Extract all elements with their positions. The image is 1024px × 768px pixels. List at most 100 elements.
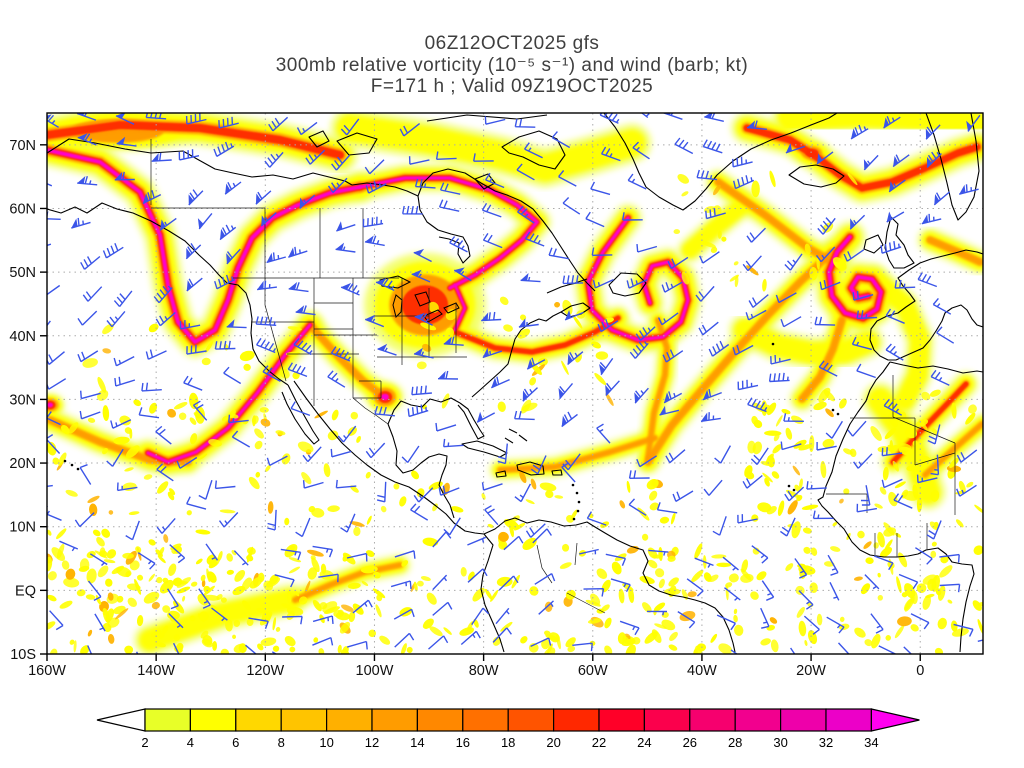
- wind-barb: [930, 454, 940, 476]
- wind-barb: [784, 253, 803, 271]
- vorticity-speckle: [632, 637, 641, 645]
- coastline: [884, 216, 915, 269]
- barb-staff: [453, 269, 472, 282]
- vorticity-speckle: [372, 588, 386, 599]
- wind-barb: [803, 615, 820, 635]
- vorticity-speckle: [272, 617, 277, 631]
- political-border: [264, 304, 287, 382]
- wind-barb: [657, 312, 679, 326]
- vorticity-speckle: [701, 241, 716, 248]
- wind-barb: [878, 645, 897, 654]
- wind-barb: [192, 400, 208, 421]
- wind-barb: [302, 480, 324, 489]
- wind-barb: [783, 413, 804, 422]
- vorticity-speckle: [681, 271, 690, 285]
- vorticity-speckle: [124, 467, 134, 472]
- wind-barb: [453, 267, 472, 282]
- wind-barb: [818, 360, 838, 377]
- barb-staff: [305, 149, 326, 165]
- barb-pennant: [365, 235, 374, 243]
- wind-barb: [340, 118, 360, 136]
- vorticity-speckle: [916, 495, 923, 513]
- vorticity-speckle: [883, 527, 897, 537]
- vorticity-speckle: [450, 506, 464, 513]
- barb-pennant: [255, 193, 261, 205]
- wind-barb: [413, 248, 432, 263]
- vorticity-speckle: [176, 642, 184, 651]
- vorticity-speckle: [167, 491, 175, 501]
- wind-barb: [394, 632, 415, 648]
- barb-staff: [87, 645, 93, 654]
- barb-staff: [768, 372, 790, 383]
- barb-staff: [172, 642, 180, 654]
- vorticity-speckle: [122, 552, 134, 559]
- wind-barb: [562, 275, 584, 285]
- barb-staff: [116, 142, 137, 147]
- wind-barb: [476, 411, 496, 423]
- vorticity-speckle: [922, 595, 931, 610]
- barb-staff: [296, 121, 318, 136]
- barb-staff: [702, 139, 723, 154]
- wind-barb: [198, 479, 213, 500]
- vorticity-speckle: [210, 604, 219, 611]
- wind-barb: [626, 278, 648, 289]
- barb-pennant: [414, 347, 423, 356]
- barb-staff: [485, 172, 505, 189]
- vorticity-speckle: [287, 326, 302, 331]
- barb-staff: [933, 191, 951, 206]
- vorticity-speckle: [877, 572, 881, 578]
- wind-barb: [648, 549, 669, 556]
- wind-barb: [413, 347, 434, 359]
- vorticity-speckle: [161, 625, 169, 635]
- vorticity-speckle: [281, 603, 292, 609]
- wind-barb: [853, 453, 873, 469]
- coastline: [603, 113, 838, 211]
- wind-barb: [966, 114, 981, 132]
- coastline: [351, 182, 419, 197]
- wind-barb: [863, 154, 879, 171]
- wind-barb: [886, 211, 905, 223]
- barb-staff: [376, 481, 387, 503]
- wind-barb: [674, 137, 694, 155]
- wind-barb: [586, 511, 607, 526]
- barb-staff: [89, 553, 108, 566]
- wind-barb: [432, 531, 452, 548]
- wind-barb: [746, 227, 766, 243]
- wind-barb: [228, 414, 249, 424]
- wind-barb: [883, 116, 901, 129]
- vorticity-speckle: [292, 371, 300, 380]
- barb-staff: [646, 610, 668, 616]
- vorticity-speckle: [125, 445, 140, 459]
- vorticity-speckle: [399, 496, 407, 507]
- barb-staff: [551, 131, 571, 149]
- wind-barb: [77, 310, 98, 326]
- vorticity-speckle: [711, 554, 727, 559]
- vorticity-speckle: [887, 413, 898, 428]
- vorticity-speckle: [605, 392, 614, 406]
- wind-barb: [826, 616, 845, 634]
- wind-barb: [628, 470, 650, 479]
- wind-barb: [936, 326, 955, 344]
- barb-staff: [340, 118, 360, 136]
- wind-barb: [274, 574, 295, 588]
- vorticity-speckle: [751, 180, 760, 198]
- vorticity-speckle: [751, 514, 759, 522]
- wind-barb: [656, 502, 678, 514]
- vorticity-speckle: [519, 470, 527, 484]
- wind-barb: [110, 419, 132, 429]
- barb-pennant: [220, 228, 226, 240]
- colorbar-tick-label: 28: [728, 735, 742, 750]
- barb-staff: [435, 422, 457, 432]
- wind-barb: [484, 116, 506, 125]
- wind-barb: [847, 420, 867, 437]
- barb-staff: [640, 113, 650, 119]
- vorticity-speckle: [59, 600, 73, 609]
- barb-staff: [816, 442, 837, 451]
- vorticity-speckle: [882, 466, 889, 481]
- wind-barb: [211, 607, 228, 622]
- vorticity-speckle: [764, 477, 770, 487]
- vorticity-speckle: [189, 392, 199, 410]
- barb-staff: [374, 405, 395, 417]
- barb-staff: [288, 282, 309, 293]
- vorticity-speckle: [107, 592, 114, 601]
